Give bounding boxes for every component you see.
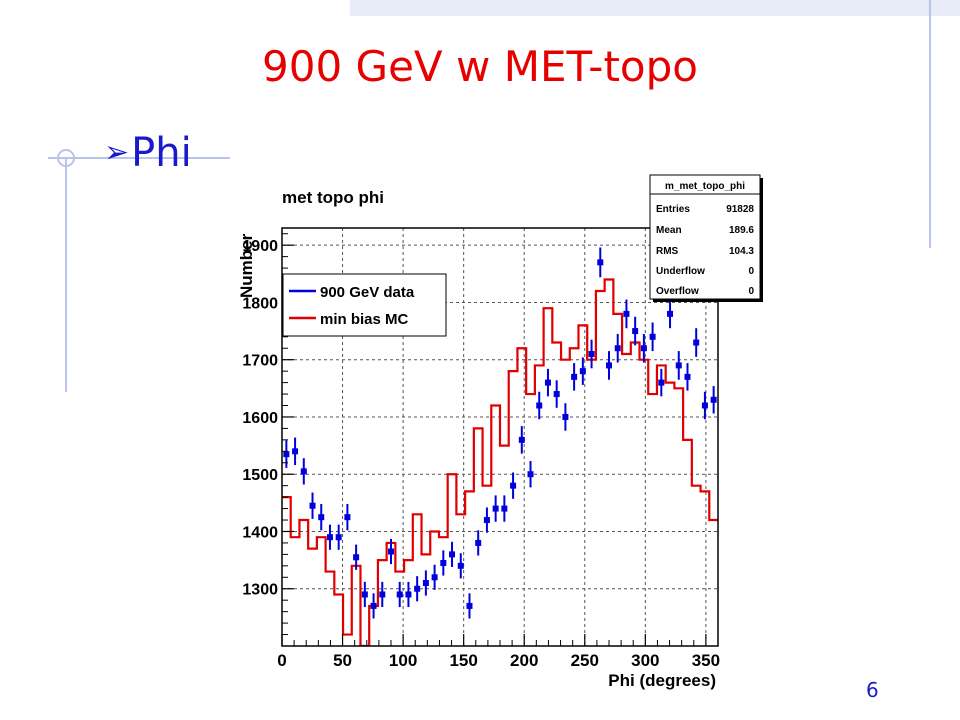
data-point [553,391,560,398]
legend-entry-data: 900 GeV data [320,284,415,301]
stats-underflow-value: 0 [748,266,754,277]
data-point [309,502,316,509]
data-point [492,505,499,512]
data-point [457,562,464,569]
stats-overflow-label: Overflow [656,286,699,297]
slide-title: 900 GeV w MET-topo [262,42,698,91]
data-point [422,580,429,587]
stats-box: m_met_topo_phi Entries 91828 Mean 189.6 … [649,174,763,302]
data-point [300,468,307,475]
data-point [614,345,621,352]
data-point [370,602,377,609]
legend-entry-mc: min bias MC [320,311,409,328]
y-tick-label: 1900 [242,238,278,255]
bullet-text: Phi [131,130,192,176]
data-point [431,574,438,581]
y-tick-label: 1400 [242,524,278,541]
x-tick-label: 250 [571,651,599,670]
stats-entries-label: Entries [656,204,690,215]
data-point [405,591,412,598]
data-point [318,514,325,521]
stats-entries-value: 91828 [726,204,754,215]
x-tick-label: 50 [333,651,352,670]
x-tick-label: 150 [449,651,477,670]
data-point [292,448,299,455]
bullet-arrow-icon: ➢ [104,135,130,170]
x-tick-label: 100 [389,651,417,670]
data-point [353,554,360,561]
data-point [388,548,394,555]
x-tick-label: 0 [277,651,286,670]
data-point [649,333,656,340]
data-point [536,402,543,409]
data-point [527,471,534,478]
data-point [483,517,490,524]
data-point [361,591,368,598]
data-point [684,373,691,380]
data-point [658,379,665,386]
data-point [466,602,473,609]
y-tick-label: 1800 [242,295,278,312]
top-right-band [350,0,960,16]
data-point [379,591,386,598]
data-point [501,505,508,512]
stats-box-name: m_met_topo_phi [665,181,745,192]
stats-mean-value: 189.6 [729,225,754,236]
y-tick-label: 1500 [242,467,278,484]
y-axis-label: Number [237,233,256,298]
stats-rms-label: RMS [656,246,679,257]
data-point [701,402,708,409]
page-number: 6 [866,678,879,702]
data-point [335,534,342,541]
data-point [344,514,351,521]
y-tick-label: 1600 [242,410,278,427]
data-point [710,396,717,403]
data-point [667,310,674,317]
data-point [632,328,639,335]
x-tick-label: 350 [692,651,720,670]
y-tick-label: 1300 [242,582,278,599]
data-point [588,350,595,357]
x-tick-label: 300 [631,651,659,670]
data-point [449,551,456,558]
x-tick-label: 200 [510,651,538,670]
x-axis-label: Phi (degrees) [608,671,716,690]
data-point [623,310,630,317]
data-point [440,559,447,566]
stats-mean-label: Mean [656,225,682,236]
data-point [562,413,569,420]
data-point [544,379,551,386]
y-tick-label: 1700 [242,353,278,370]
data-point [571,373,578,380]
tick-labels: 0 50 100 150 200 250 300 350 1300 1400 1500 1600 170… [242,238,720,670]
corner-circle [57,149,75,167]
data-point [283,451,290,458]
stats-box-frame [649,174,761,300]
axis-ticks [281,233,707,646]
data-point [579,368,586,375]
data-point [693,339,700,346]
data-point [640,345,647,352]
data-point [326,534,333,541]
stats-overflow-value: 0 [748,286,754,297]
data-point [606,362,612,369]
data-point [414,585,421,592]
data-point [475,539,482,546]
data-point [675,362,682,369]
data-series [283,247,717,619]
data-point [518,436,525,443]
legend-box [282,273,447,337]
stats-rms-value: 104.3 [729,246,754,257]
data-point [396,591,403,598]
legend: 900 GeV data min bias MC [282,273,447,337]
data-point [597,259,604,266]
chart-title: met topo phi [282,188,384,207]
stats-underflow-label: Underflow [656,266,705,277]
data-point [510,482,517,489]
bullet-item: ➢Phi [104,130,192,176]
